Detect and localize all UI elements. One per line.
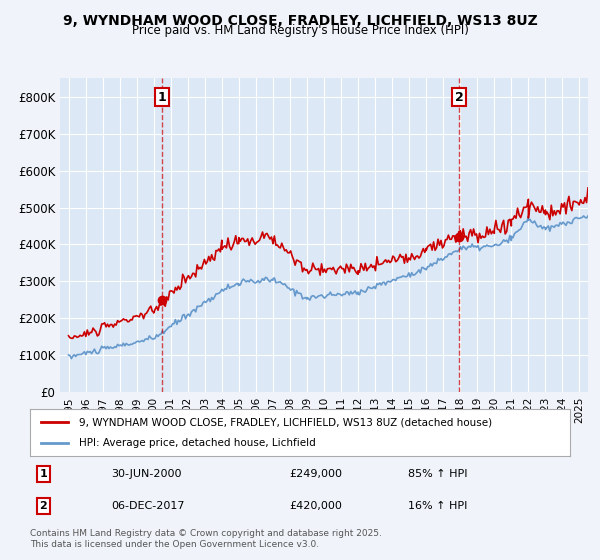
Text: £249,000: £249,000: [289, 469, 342, 479]
Text: 30-JUN-2000: 30-JUN-2000: [111, 469, 182, 479]
Text: 2: 2: [40, 501, 47, 511]
Text: 9, WYNDHAM WOOD CLOSE, FRADLEY, LICHFIELD, WS13 8UZ: 9, WYNDHAM WOOD CLOSE, FRADLEY, LICHFIEL…: [62, 14, 538, 28]
Text: 85% ↑ HPI: 85% ↑ HPI: [408, 469, 467, 479]
Text: 2: 2: [455, 91, 463, 104]
Text: Price paid vs. HM Land Registry's House Price Index (HPI): Price paid vs. HM Land Registry's House …: [131, 24, 469, 36]
Text: HPI: Average price, detached house, Lichfield: HPI: Average price, detached house, Lich…: [79, 438, 316, 448]
Text: 06-DEC-2017: 06-DEC-2017: [111, 501, 185, 511]
Text: Contains HM Land Registry data © Crown copyright and database right 2025.
This d: Contains HM Land Registry data © Crown c…: [30, 529, 382, 549]
Text: 9, WYNDHAM WOOD CLOSE, FRADLEY, LICHFIELD, WS13 8UZ (detached house): 9, WYNDHAM WOOD CLOSE, FRADLEY, LICHFIEL…: [79, 417, 492, 427]
Text: £420,000: £420,000: [289, 501, 342, 511]
Text: 1: 1: [40, 469, 47, 479]
Text: 1: 1: [158, 91, 167, 104]
Text: 16% ↑ HPI: 16% ↑ HPI: [408, 501, 467, 511]
